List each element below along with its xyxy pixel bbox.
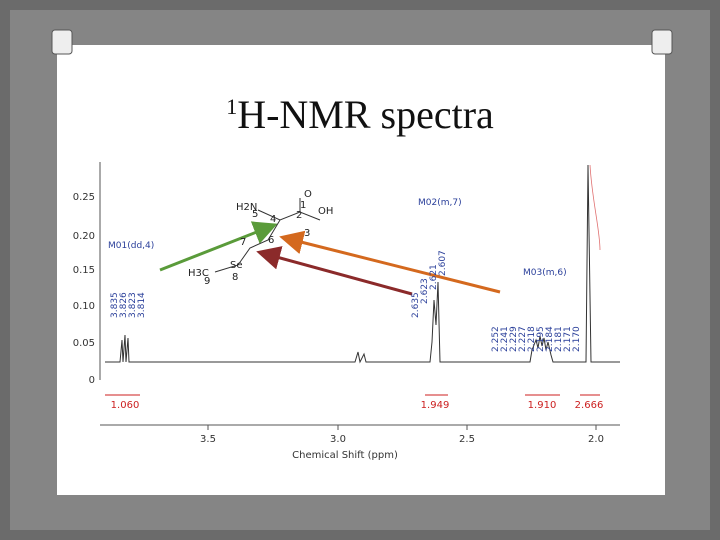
peak-label: 2.170 (572, 326, 582, 352)
peak-label: 3.826 (119, 292, 129, 318)
atom-label: H2N (236, 202, 257, 213)
molecule-bonds (214, 198, 321, 273)
peak-label: 2.195 (536, 326, 546, 352)
integral-label: 2.666 (575, 400, 604, 411)
spectrum-trace (105, 164, 620, 364)
peak-label: 2.227 (518, 326, 528, 352)
peak-label: 3.835 (110, 292, 120, 318)
atom-label: OH (318, 206, 333, 217)
peak-label: 2.184 (545, 326, 555, 352)
title-text: H-NMR spectra (237, 92, 494, 137)
y-tick-label: 0 (89, 375, 95, 386)
y-tick-label: 0.10 (73, 301, 95, 312)
atom-label: 5 (252, 209, 258, 220)
y-tick-label: 0.20 (73, 231, 95, 242)
corner-tab (51, 29, 73, 55)
multiplet-label: M01(dd,4) (108, 241, 154, 251)
peak-label: 3.814 (137, 292, 147, 318)
peak-label: 2.218 (527, 326, 537, 352)
x-tick-label: 3.5 (200, 434, 216, 445)
corner-tab (651, 29, 673, 55)
peak-label: 2.171 (563, 326, 573, 352)
x-tick-label: 2.5 (459, 434, 475, 445)
y-tick-label: 0.05 (73, 338, 95, 349)
arrow (256, 246, 413, 296)
atom-label: 4 (270, 214, 276, 225)
arrow (159, 221, 278, 272)
slide-panel (57, 45, 665, 495)
peak-label: 3.823 (128, 292, 138, 318)
peak-label: 2.181 (554, 326, 564, 352)
x-tick-label: 2.0 (588, 434, 604, 445)
peak-label: 2.623 (420, 278, 430, 304)
atom-label: Se (230, 260, 243, 271)
peak-label: 2.241 (500, 326, 510, 352)
x-axis-title: Chemical Shift (ppm) (292, 450, 398, 461)
y-tick-label: 0.25 (73, 192, 95, 203)
x-tick-label: 3.0 (330, 434, 346, 445)
spectrum: Chemical Shift (ppm) (99, 162, 620, 461)
atom-label: H3C (188, 268, 209, 279)
integral-label: 1.910 (528, 400, 557, 411)
atom-label: 6 (268, 235, 274, 246)
peak-label: 2.252 (491, 326, 501, 352)
peak-label: 2.607 (438, 250, 448, 276)
peak-label: 2.621 (429, 264, 439, 290)
integral-label: 1.949 (421, 400, 450, 411)
peak-label: 2.635 (411, 292, 421, 318)
atom-label: 1 (300, 200, 306, 211)
slide-title: 1H-NMR spectra (226, 92, 494, 137)
title-superscript: 1 (226, 94, 237, 119)
arrow (279, 230, 501, 294)
integral-curve (589, 164, 601, 251)
atom-label: 2 (296, 210, 302, 221)
multiplet-label: M03(m,6) (523, 268, 567, 278)
atom-label: 8 (232, 272, 238, 283)
y-tick-label: 0.15 (73, 265, 95, 276)
multiplet-label: M02(m,7) (418, 198, 462, 208)
atom-label: O (304, 189, 312, 200)
integral-label: 1.060 (111, 400, 140, 411)
atom-label: 3 (304, 228, 310, 239)
peak-label: 2.229 (509, 326, 519, 352)
atom-label: 7 (240, 237, 246, 248)
atom-label: 9 (204, 276, 210, 287)
